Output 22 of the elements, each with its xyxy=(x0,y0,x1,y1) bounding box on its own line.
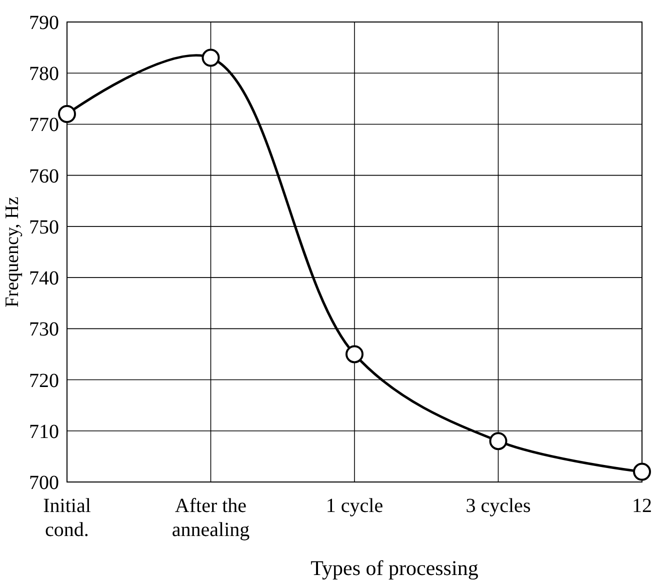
x-tick-label: Initial cond. xyxy=(43,495,92,541)
y-tick-label: 710 xyxy=(29,420,59,443)
x-tick-label: 3 cycles xyxy=(466,495,531,517)
point xyxy=(58,105,76,123)
y-tick-label: 740 xyxy=(29,268,59,290)
point xyxy=(346,345,364,364)
x-axis-title: Types of processing xyxy=(310,556,479,580)
point xyxy=(489,432,508,450)
y-tick-label: 770 xyxy=(29,114,59,136)
y-axis-title: Frequency, Hz xyxy=(2,196,23,308)
y-tick-label: 780 xyxy=(29,63,59,86)
x-tick-label: After the annealing xyxy=(172,495,250,541)
y-tick-label: 700 xyxy=(29,472,59,494)
x-tick-label: 12 xyxy=(632,495,652,517)
y-tick-label: 720 xyxy=(29,370,59,392)
y-tick-label: 790 xyxy=(29,12,59,34)
x-tick-label: 1 cycle xyxy=(326,495,384,517)
y-tick-label: 760 xyxy=(29,165,59,188)
y-tick-label: 730 xyxy=(29,318,59,341)
point xyxy=(202,48,220,67)
point xyxy=(633,462,651,481)
y-tick-label: 750 xyxy=(29,216,59,238)
